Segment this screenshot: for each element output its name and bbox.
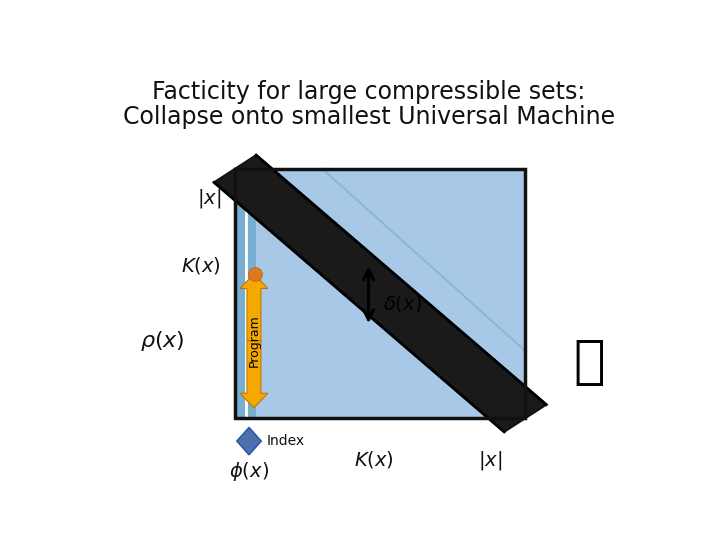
Text: $K(x)$: $K(x)$ bbox=[354, 449, 395, 470]
Text: Facticity for large compressible sets:: Facticity for large compressible sets: bbox=[153, 80, 585, 104]
Bar bbox=[235, 168, 526, 418]
Text: Collapse onto smallest Universal Machine: Collapse onto smallest Universal Machine bbox=[123, 105, 615, 129]
Text: $\phi(x)$: $\phi(x)$ bbox=[229, 460, 269, 483]
FancyArrow shape bbox=[240, 274, 268, 341]
Text: $\delta(x)$: $\delta(x)$ bbox=[382, 293, 421, 314]
Text: Index: Index bbox=[267, 434, 305, 448]
Text: Program: Program bbox=[248, 314, 261, 367]
Text: $\rho(x)$: $\rho(x)$ bbox=[140, 329, 185, 353]
Polygon shape bbox=[214, 155, 546, 432]
Text: $|x|$: $|x|$ bbox=[197, 187, 221, 210]
Bar bbox=[256, 168, 526, 418]
Polygon shape bbox=[237, 427, 261, 455]
Bar bbox=[235, 168, 256, 418]
Text: $K(x)$: $K(x)$ bbox=[181, 255, 221, 276]
Text: 🐈: 🐈 bbox=[574, 336, 606, 388]
Text: $|x|$: $|x|$ bbox=[478, 449, 503, 472]
FancyArrow shape bbox=[240, 341, 268, 408]
